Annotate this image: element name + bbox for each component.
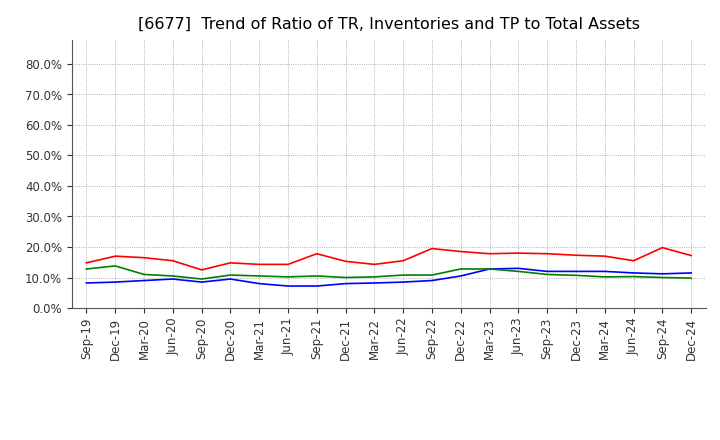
Trade Payables [255,273,264,279]
Trade Receivables [312,251,321,257]
Trade Payables [485,266,494,271]
Inventories [226,276,235,282]
Trade Receivables [399,258,408,264]
Inventories [197,279,206,285]
Trade Payables [456,266,465,271]
Trade Payables [658,275,667,280]
Inventories [514,266,523,271]
Trade Payables [687,275,696,281]
Trade Payables [168,273,177,279]
Trade Receivables [226,260,235,265]
Inventories [399,279,408,285]
Trade Payables [341,275,350,280]
Inventories [312,283,321,289]
Inventories [629,270,638,275]
Inventories [140,278,148,283]
Trade Payables [629,274,638,279]
Inventories [341,281,350,286]
Trade Receivables [370,262,379,267]
Inventories [255,281,264,286]
Trade Payables [428,272,436,278]
Trade Payables [370,274,379,279]
Trade Receivables [687,253,696,258]
Inventories [687,270,696,275]
Line: Inventories: Inventories [86,268,691,286]
Trade Payables [197,276,206,282]
Trade Receivables [140,255,148,260]
Inventories [600,269,609,274]
Line: Trade Payables: Trade Payables [86,266,691,279]
Trade Receivables [514,250,523,256]
Inventories [572,269,580,274]
Inventories [168,276,177,282]
Trade Receivables [572,253,580,258]
Trade Receivables [82,260,91,265]
Trade Payables [312,273,321,279]
Trade Payables [82,266,91,271]
Trade Payables [600,274,609,279]
Inventories [370,280,379,286]
Inventories [284,283,292,289]
Trade Receivables [629,258,638,264]
Trade Payables [572,273,580,278]
Inventories [485,266,494,271]
Trade Receivables [485,251,494,257]
Trade Payables [284,274,292,279]
Trade Receivables [255,262,264,267]
Trade Receivables [341,259,350,264]
Title: [6677]  Trend of Ratio of TR, Inventories and TP to Total Assets: [6677] Trend of Ratio of TR, Inventories… [138,16,640,32]
Trade Receivables [197,267,206,272]
Trade Payables [543,272,552,277]
Inventories [658,271,667,276]
Line: Trade Receivables: Trade Receivables [86,248,691,270]
Trade Receivables [600,253,609,259]
Inventories [456,273,465,279]
Trade Payables [226,272,235,278]
Trade Receivables [456,249,465,254]
Trade Payables [399,272,408,278]
Trade Payables [140,272,148,277]
Inventories [82,280,91,286]
Trade Payables [111,263,120,268]
Inventories [111,279,120,285]
Trade Payables [514,269,523,274]
Inventories [543,269,552,274]
Trade Receivables [658,245,667,250]
Trade Receivables [168,258,177,264]
Inventories [428,278,436,283]
Trade Receivables [543,251,552,257]
Trade Receivables [428,246,436,251]
Trade Receivables [111,253,120,259]
Trade Receivables [284,262,292,267]
